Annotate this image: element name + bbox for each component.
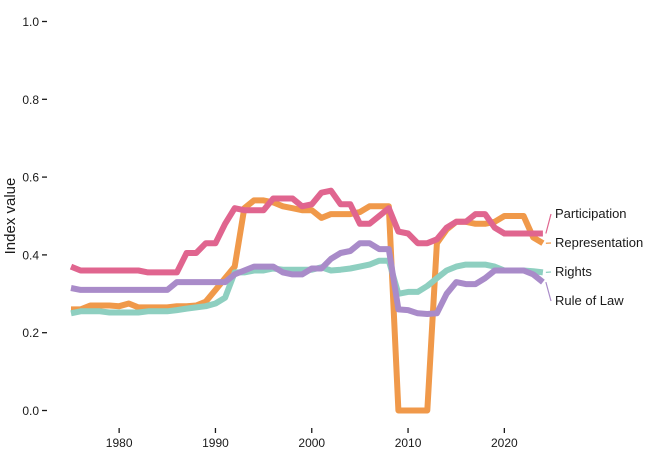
x-tick-label: 2000 <box>298 436 325 450</box>
y-axis-title: Index value <box>2 178 19 255</box>
x-tick-label: 1990 <box>202 436 229 450</box>
x-tick-label: 2020 <box>491 436 518 450</box>
series-leader-line <box>545 213 552 234</box>
y-tick-label: 0.2 <box>22 326 39 340</box>
x-axis: 1980 1990 2000 2010 2020 <box>106 428 518 450</box>
series-line-participation <box>69 187 543 276</box>
y-tick-label: 1.0 <box>22 15 39 29</box>
series-leader-line <box>545 281 552 302</box>
y-tick-label: 0.6 <box>22 171 39 185</box>
series-label: Rights <box>555 264 592 279</box>
y-tick-label: 0.8 <box>22 93 39 107</box>
y-tick-label: 0.0 <box>22 404 39 418</box>
series-line-rule-of-law <box>70 240 545 317</box>
series-label: Rule of Law <box>555 293 624 308</box>
series-label: Participation <box>555 206 627 221</box>
series-label: Representation <box>555 235 643 250</box>
series-labels: Participation Representation Rights Rule of… <box>545 206 643 308</box>
y-axis: 0.0 0.2 0.4 0.6 0.8 1.0 <box>22 15 47 418</box>
x-tick-label: 2010 <box>395 436 422 450</box>
series-lines <box>69 187 545 414</box>
y-tick-label: 0.4 <box>22 248 39 262</box>
x-tick-label: 1980 <box>106 436 133 450</box>
